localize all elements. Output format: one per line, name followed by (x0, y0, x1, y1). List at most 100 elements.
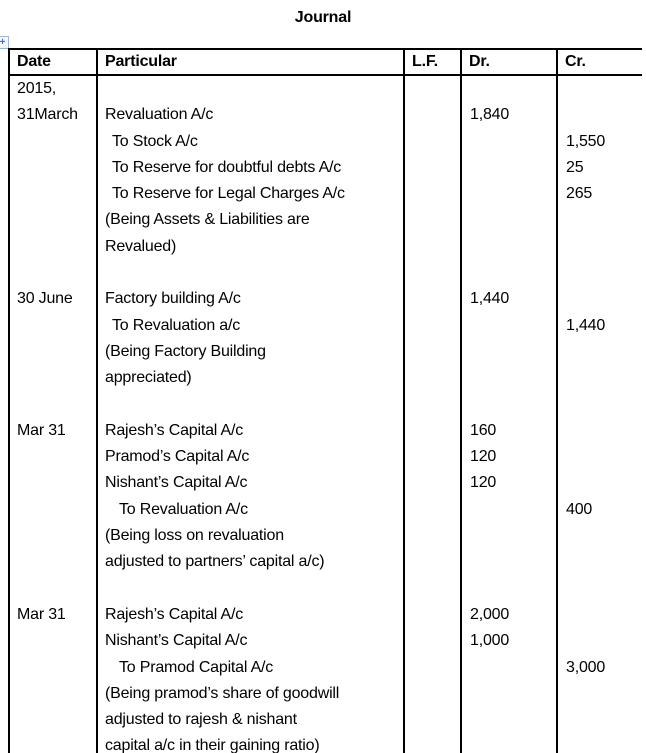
cell-cr (557, 233, 642, 261)
cell-date (9, 549, 98, 576)
journal-line: 2015, (9, 75, 642, 103)
cell-date (9, 654, 98, 681)
journal-line: capital a/c in their gaining ratio) (9, 733, 642, 753)
cell-lf (404, 680, 462, 708)
cell-date: Mar 31 (9, 601, 98, 629)
col-header-lf: L.F. (404, 49, 462, 76)
cell-dr (461, 154, 558, 182)
cell-particular (97, 75, 405, 103)
journal-line: Mar 31 Rajesh’s Capital A/c 2,000 (9, 601, 642, 629)
cell-dr (461, 338, 558, 366)
cell-dr (461, 575, 558, 602)
cell-lf (404, 391, 462, 418)
cell-particular: adjusted to partners’ capital a/c) (97, 549, 405, 576)
journal-line (9, 260, 642, 287)
cell-dr (461, 312, 558, 339)
cell-cr (557, 444, 642, 471)
cell-dr: 160 (461, 417, 558, 445)
cell-cr: 1,440 (557, 312, 642, 339)
cell-particular: (Being pramod’s share of goodwill (97, 680, 405, 708)
cell-dr (461, 549, 558, 576)
cell-date (9, 128, 98, 155)
journal-line: (Being loss on revaluation (9, 523, 642, 550)
cell-dr (461, 523, 558, 550)
cell-particular: adjusted to rajesh & nishant (97, 707, 405, 734)
journal-line: 31March Revaluation A/c 1,840 (9, 102, 642, 129)
cell-lf (404, 628, 462, 655)
cell-particular: Rajesh’s Capital A/c (97, 601, 405, 629)
cell-dr (461, 207, 558, 234)
cell-particular: (Being Assets & Liabilities are (97, 207, 405, 234)
cell-particular (97, 260, 405, 287)
cell-lf (404, 260, 462, 287)
cell-cr (557, 680, 642, 708)
cell-particular: To Reserve for doubtful debts A/c (97, 154, 405, 182)
journal-line: (Being pramod’s share of goodwill (9, 680, 642, 708)
journal-line: To Revaluation A/c 400 (9, 496, 642, 524)
cell-cr (557, 523, 642, 550)
cell-cr: 265 (557, 181, 642, 208)
cell-particular: To Stock A/c (97, 128, 405, 155)
cell-date: 2015, (9, 75, 98, 103)
cell-cr (557, 575, 642, 602)
plus-icon: + (0, 36, 6, 48)
cell-lf (404, 102, 462, 129)
cell-cr: 25 (557, 154, 642, 182)
cell-cr (557, 470, 642, 497)
table-move-handle-icon[interactable]: + (0, 36, 9, 49)
cell-particular (97, 575, 405, 602)
cell-cr: 1,550 (557, 128, 642, 155)
cell-cr (557, 260, 642, 287)
cell-cr (557, 707, 642, 734)
cell-dr (461, 75, 558, 103)
cell-date: 31March (9, 102, 98, 129)
cell-date (9, 207, 98, 234)
cell-lf (404, 338, 462, 366)
journal-line (9, 575, 642, 602)
cell-dr (461, 496, 558, 524)
journal-line: Pramod’s Capital A/c 120 (9, 444, 642, 471)
cell-particular (97, 391, 405, 418)
cell-date (9, 680, 98, 708)
cell-particular: To Pramod Capital A/c (97, 654, 405, 681)
cell-date (9, 233, 98, 261)
cell-dr (461, 233, 558, 261)
journal-line: To Pramod Capital A/c 3,000 (9, 654, 642, 681)
cell-lf (404, 312, 462, 339)
cell-lf (404, 75, 462, 103)
cell-dr: 1,440 (461, 286, 558, 313)
cell-lf (404, 496, 462, 524)
cell-dr: 120 (461, 470, 558, 497)
cell-date: 30 June (9, 286, 98, 313)
cell-dr (461, 707, 558, 734)
cell-lf (404, 733, 462, 753)
cell-particular: Nishant’s Capital A/c (97, 628, 405, 655)
table-header-row: Date Particular L.F. Dr. Cr. (9, 49, 642, 76)
cell-lf (404, 181, 462, 208)
cell-lf (404, 444, 462, 471)
page-title: Journal (294, 9, 352, 26)
cell-dr (461, 654, 558, 681)
cell-particular: Rajesh’s Capital A/c (97, 417, 405, 445)
cell-dr (461, 680, 558, 708)
cell-particular: Revalued) (97, 233, 405, 261)
cell-lf (404, 286, 462, 313)
cell-date (9, 707, 98, 734)
journal-line: To Reserve for doubtful debts A/c 25 (9, 154, 642, 182)
cell-lf (404, 707, 462, 734)
cell-date (9, 181, 98, 208)
cell-lf (404, 575, 462, 602)
cell-date (9, 523, 98, 550)
col-header-date: Date (9, 49, 98, 76)
journal-line: 30 June Factory building A/c 1,440 (9, 286, 642, 313)
cell-particular: To Reserve for Legal Charges A/c (97, 181, 405, 208)
cell-dr: 1,840 (461, 102, 558, 129)
cell-cr (557, 628, 642, 655)
cell-cr: 400 (557, 496, 642, 524)
cell-lf (404, 417, 462, 445)
cell-lf (404, 654, 462, 681)
cell-dr (461, 733, 558, 753)
cell-lf (404, 365, 462, 392)
cell-date (9, 260, 98, 287)
cell-date (9, 496, 98, 524)
